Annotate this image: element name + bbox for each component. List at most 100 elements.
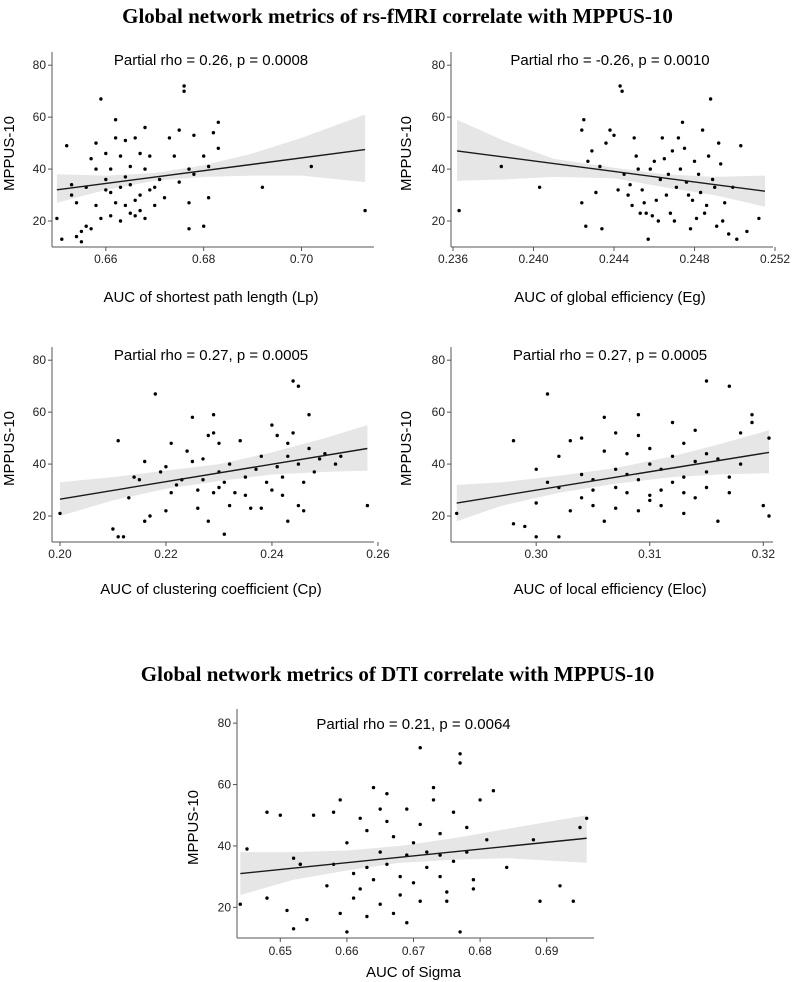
data-point	[286, 441, 290, 445]
data-point	[638, 211, 642, 215]
data-point	[275, 465, 279, 469]
data-point	[211, 431, 216, 435]
data-point	[143, 519, 147, 523]
data-point	[351, 871, 356, 876]
data-point	[425, 850, 429, 854]
data-point	[678, 167, 683, 171]
data-point	[169, 441, 173, 445]
data-point	[259, 454, 263, 458]
data-point	[128, 211, 132, 215]
data-point	[182, 84, 186, 88]
data-point	[104, 151, 108, 156]
data-point	[206, 164, 211, 169]
data-point	[128, 164, 132, 169]
confidence-band	[60, 425, 368, 516]
data-point	[750, 413, 754, 417]
data-point	[109, 167, 113, 171]
data-point	[196, 488, 200, 492]
data-point	[644, 211, 648, 215]
data-point	[385, 862, 389, 866]
data-point	[727, 232, 731, 236]
scatter-panel-cp: 20 40 60 80 0.20 0.22 0.24 0.26 Partial rho = 0.…	[1, 347, 390, 598]
y-axis-label: MPPUS-10	[398, 411, 415, 486]
data-point	[365, 914, 369, 919]
data-point	[591, 488, 595, 492]
data-point	[580, 201, 584, 205]
data-point	[192, 172, 196, 176]
data-point	[158, 470, 163, 474]
data-point	[735, 237, 739, 241]
data-point	[558, 884, 562, 888]
data-point	[371, 878, 376, 882]
data-point	[296, 503, 301, 508]
data-point	[121, 535, 126, 539]
data-point	[89, 227, 93, 231]
data-point	[451, 810, 456, 814]
data-point	[698, 190, 703, 195]
rs-fmri-section-title: Global network metrics of rs-fMRI correl…	[122, 4, 673, 28]
data-point	[708, 97, 713, 101]
data-point	[138, 193, 142, 197]
x-tick-label: 0.240	[519, 252, 549, 266]
data-point	[568, 509, 572, 513]
data-point	[670, 420, 675, 425]
y-tick-label: 20	[432, 509, 446, 523]
data-point	[270, 488, 274, 492]
data-point	[571, 899, 575, 903]
data-point	[345, 930, 349, 934]
data-point	[202, 224, 206, 228]
data-point	[378, 850, 382, 854]
data-point	[187, 201, 191, 205]
data-point	[109, 214, 113, 218]
data-point	[201, 478, 205, 482]
data-point	[148, 514, 152, 518]
data-point	[688, 227, 693, 231]
data-point	[757, 216, 761, 221]
data-point	[331, 810, 336, 814]
data-point	[123, 203, 128, 208]
data-point	[216, 146, 220, 150]
data-point	[153, 185, 157, 189]
x-tick-label: 0.20	[48, 547, 72, 561]
y-axis-label: MPPUS-10	[1, 411, 18, 486]
data-point	[668, 211, 673, 215]
data-point	[265, 810, 269, 814]
regression-line	[456, 150, 766, 192]
data-point	[157, 177, 162, 182]
data-point	[630, 203, 634, 208]
data-point	[537, 185, 542, 189]
data-point	[338, 911, 342, 916]
y-tick-label: 80	[33, 353, 47, 367]
data-point	[431, 785, 436, 790]
data-point	[738, 462, 743, 466]
data-point	[614, 431, 618, 435]
data-point	[676, 136, 681, 140]
data-point	[391, 911, 396, 916]
data-point	[584, 224, 588, 228]
data-point	[670, 454, 675, 458]
x-tick-label: 0.31	[638, 547, 662, 561]
y-tick-label: 40	[432, 457, 446, 471]
x-tick-label: 0.65	[269, 944, 293, 958]
data-point	[636, 509, 641, 513]
data-point	[238, 439, 242, 443]
data-point	[116, 439, 120, 443]
data-point	[704, 470, 709, 474]
data-point	[458, 752, 462, 756]
data-point	[672, 219, 677, 223]
scatter-panel-lp: 20 40 60 80 0.66 0.68 0.70 Partial rho = 0.26, …	[1, 52, 374, 306]
data-point	[761, 503, 765, 508]
data-point	[243, 475, 248, 479]
data-point	[438, 831, 442, 836]
data-point	[666, 172, 671, 176]
data-point	[137, 478, 142, 482]
data-point	[196, 506, 200, 510]
data-point	[296, 462, 301, 466]
data-point	[614, 485, 618, 490]
data-point	[628, 183, 632, 187]
data-point	[600, 227, 604, 231]
data-point	[716, 519, 720, 523]
data-point	[531, 838, 536, 842]
data-point	[291, 927, 296, 931]
data-point	[270, 423, 274, 427]
